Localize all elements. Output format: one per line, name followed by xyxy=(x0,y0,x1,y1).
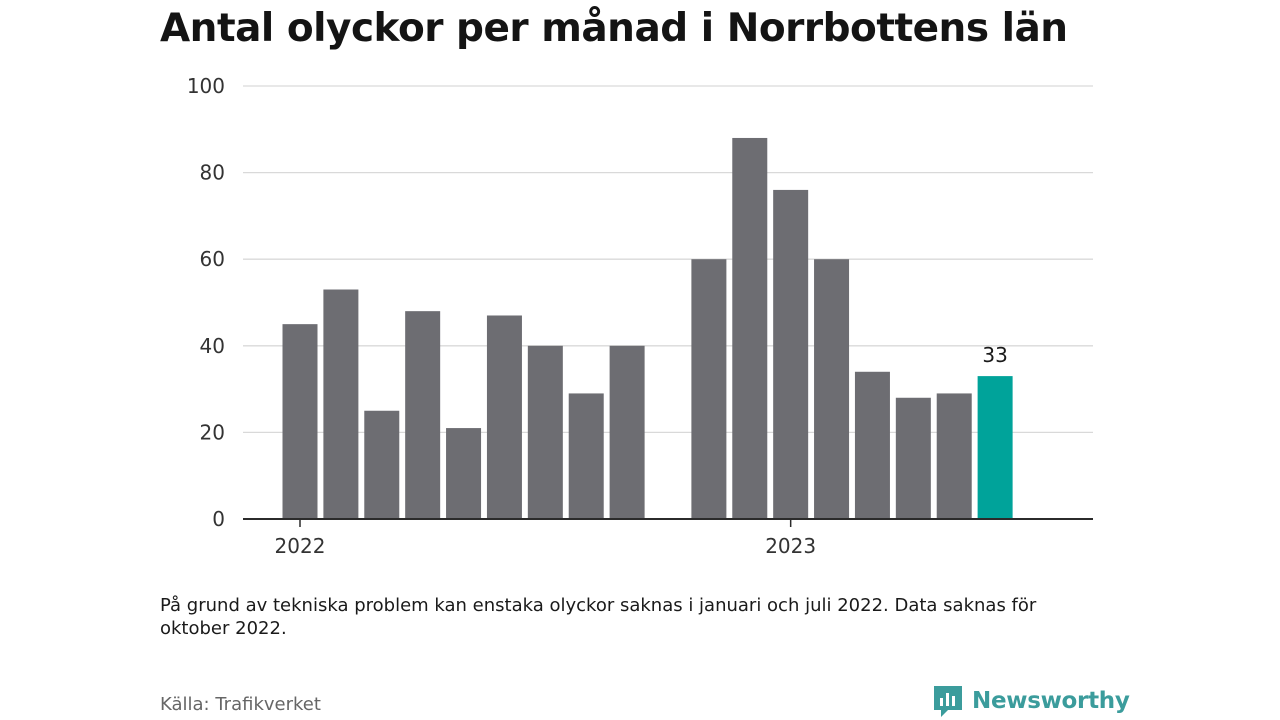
x-tick-label: 2023 xyxy=(765,534,816,558)
brand-name: Newsworthy xyxy=(972,688,1130,714)
source-text: Källa: Trafikverket xyxy=(160,694,321,715)
bar xyxy=(282,324,318,519)
data-labels: 33 xyxy=(982,343,1007,367)
y-tick-label: 80 xyxy=(200,161,225,185)
y-tick-label: 60 xyxy=(200,247,225,271)
bars xyxy=(282,137,1013,520)
bar xyxy=(773,189,809,520)
y-axis: 0 20 40 60 80 100 xyxy=(187,74,225,531)
bar xyxy=(854,371,890,519)
bar xyxy=(446,428,482,519)
bar xyxy=(323,289,359,519)
bar xyxy=(609,345,645,519)
bar xyxy=(486,315,522,519)
x-axis: 2022 2023 xyxy=(243,518,1093,558)
bar xyxy=(527,345,563,519)
newsworthy-logo[interactable]: Newsworthy xyxy=(932,684,1130,718)
y-tick-label: 0 xyxy=(212,507,225,531)
y-tick-label: 40 xyxy=(200,334,225,358)
bar xyxy=(691,259,727,519)
bar xyxy=(732,137,768,519)
bar-highlight xyxy=(977,376,1013,519)
chart-title: Antal olyckor per månad i Norrbottens lä… xyxy=(160,6,1068,51)
y-tick-label: 20 xyxy=(200,420,225,444)
bar xyxy=(568,393,604,519)
x-tick-label: 2022 xyxy=(275,534,326,558)
bar xyxy=(364,410,400,519)
bar xyxy=(895,397,931,519)
last-value-label: 33 xyxy=(982,343,1007,367)
bar xyxy=(405,311,441,519)
y-tick-label: 100 xyxy=(187,74,225,98)
newsworthy-logo-icon xyxy=(934,686,962,717)
bar xyxy=(936,393,972,519)
bar-chart: 0 20 40 60 80 100 33 2022 2023 xyxy=(187,74,1093,558)
bar xyxy=(814,259,850,519)
grid-lines xyxy=(243,85,1093,434)
chart-note: På grund av tekniska problem kan enstaka… xyxy=(160,595,1037,639)
